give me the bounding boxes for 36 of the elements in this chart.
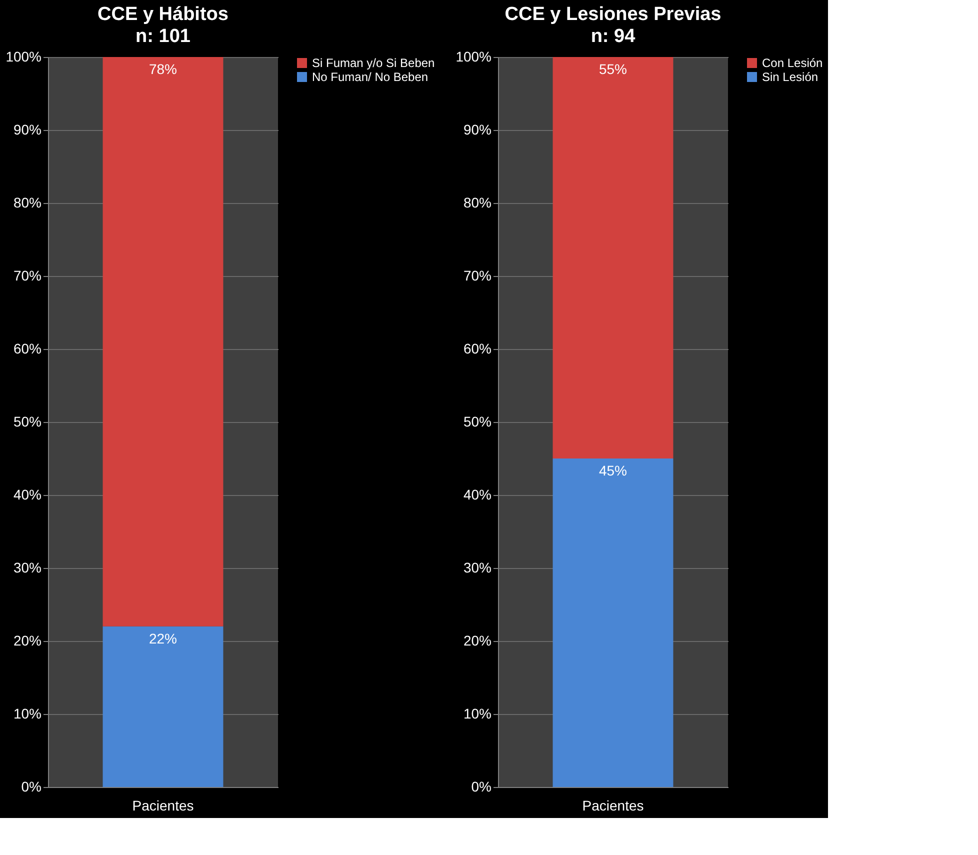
y-tick-label: 80% bbox=[13, 194, 42, 210]
legend-label: Si Fuman y/o Si Beben bbox=[312, 56, 435, 70]
y-tick-label: 60% bbox=[13, 340, 42, 356]
data-label: 78% bbox=[148, 61, 178, 77]
chart-subtitle: n: 94 bbox=[590, 26, 636, 47]
legend-label: No Fuman/ No Beben bbox=[312, 70, 428, 84]
y-tick-label: 100% bbox=[456, 48, 492, 64]
y-tick-label: 80% bbox=[463, 194, 492, 210]
chart-title: CCE y Lesiones Previas bbox=[504, 4, 722, 25]
y-tick-label: 20% bbox=[13, 632, 42, 648]
y-tick-label: 40% bbox=[13, 486, 42, 502]
y-tick-label: 10% bbox=[13, 706, 42, 722]
y-tick-label: 30% bbox=[13, 560, 42, 576]
y-tick-label: 0% bbox=[21, 778, 42, 794]
y-tick-label: 70% bbox=[13, 268, 42, 284]
chart-title: CCE y Hábitos bbox=[98, 4, 228, 25]
y-tick-label: 90% bbox=[13, 122, 42, 138]
data-label: 55% bbox=[598, 61, 628, 77]
y-tick-label: 50% bbox=[13, 414, 42, 430]
x-tick-label: Pacientes bbox=[582, 798, 644, 814]
y-tick-label: 10% bbox=[463, 706, 492, 722]
legend-label: Con Lesión bbox=[762, 56, 823, 70]
data-label: 22% bbox=[148, 630, 178, 646]
data-label: 45% bbox=[598, 462, 628, 478]
y-tick-label: 20% bbox=[463, 632, 492, 648]
y-tick-label: 60% bbox=[463, 340, 492, 356]
y-tick-label: 50% bbox=[463, 414, 492, 430]
y-tick-label: 40% bbox=[463, 486, 492, 502]
y-tick-label: 70% bbox=[463, 268, 492, 284]
y-tick-label: 0% bbox=[471, 778, 492, 794]
x-tick-label: Pacientes bbox=[132, 798, 194, 814]
y-tick-label: 30% bbox=[463, 560, 492, 576]
legend-label: Sin Lesión bbox=[762, 70, 818, 84]
y-tick-label: 100% bbox=[6, 48, 42, 64]
chart-subtitle: n: 101 bbox=[136, 26, 191, 47]
y-tick-label: 90% bbox=[463, 122, 492, 138]
